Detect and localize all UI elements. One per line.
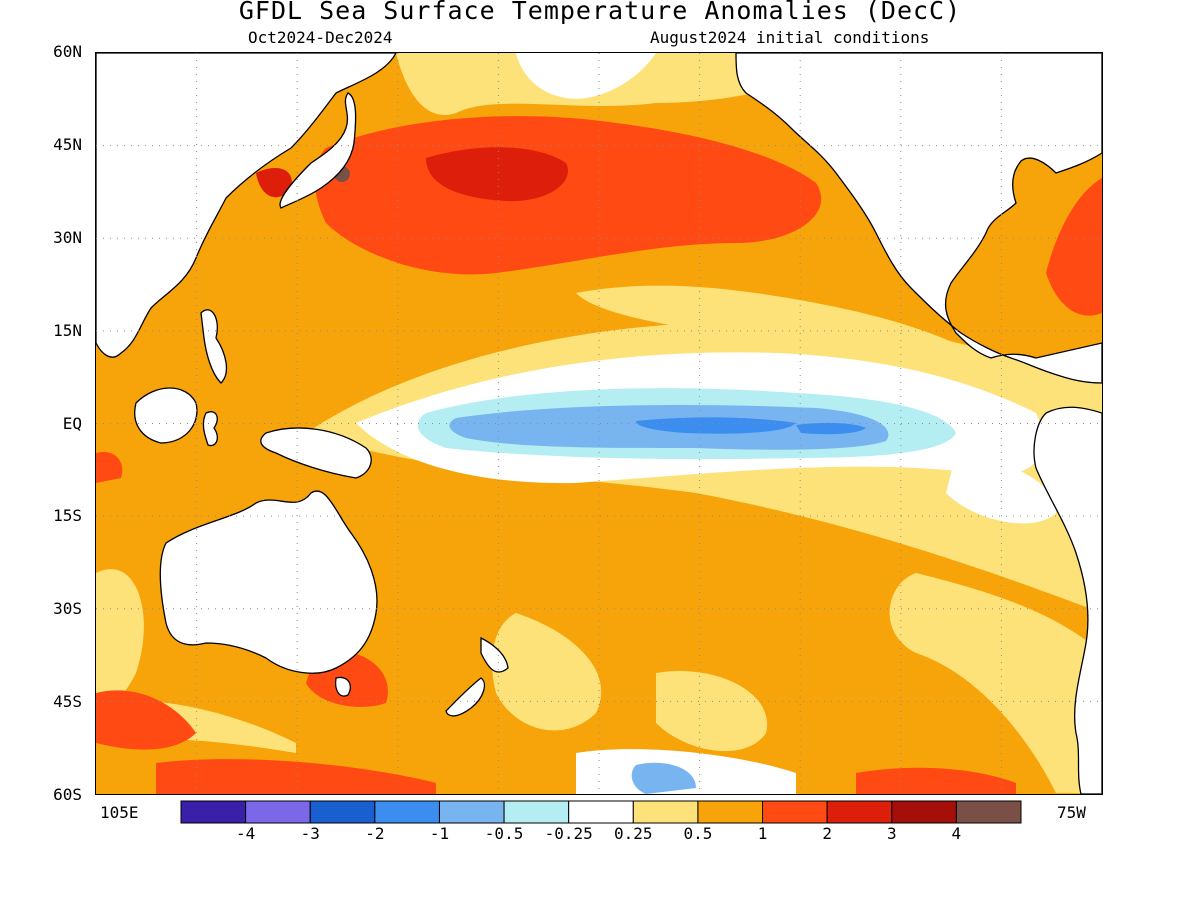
land-japan [279, 92, 357, 209]
field-yellow-south [492, 613, 602, 731]
lat-label: EQ [62, 413, 82, 433]
colorbar-label: 2 [822, 824, 832, 843]
colorbar-swatch [438, 800, 505, 824]
initial-conditions: August2024 initial conditions [650, 28, 930, 47]
field-neutral-north [516, 53, 656, 99]
lat-label: 45S [53, 692, 82, 712]
land-north-america [735, 53, 1102, 384]
lat-label: 15N [53, 320, 82, 340]
colorbar-label: 4 [951, 824, 962, 843]
land-asia [96, 53, 397, 358]
colorbar-swatch [503, 800, 570, 824]
colorbar-swatch [762, 800, 828, 824]
field-yellow-southeast [889, 573, 1102, 793]
land-philippines [200, 309, 228, 384]
field-warm-2-kuroshio [426, 147, 568, 202]
x-label-right: 75W [1057, 803, 1086, 822]
field-warm-south [156, 759, 436, 794]
colorbar-label: 3 [886, 824, 897, 843]
lat-label: 15S [53, 506, 82, 526]
field-warm-southeast [856, 767, 1016, 794]
field-yellow-north [576, 285, 976, 373]
colorbar-swatch [955, 800, 1022, 824]
field-yellow-west [96, 569, 144, 707]
lat-label: 30S [53, 599, 82, 619]
forecast-period: Oct2024-Dec2024 [248, 28, 393, 47]
colorbar-swatch [697, 800, 764, 824]
colorbar-swatch [891, 800, 957, 824]
field-cool-1 [636, 417, 796, 434]
lat-label: 60N [53, 42, 82, 61]
land-australia [159, 490, 378, 674]
land-group [96, 53, 1102, 794]
colorbar-label: 0.5 [683, 824, 713, 843]
colorbar-label: -4 [235, 824, 256, 843]
lat-label: 60S [53, 785, 82, 804]
field-warm-sw [96, 690, 196, 750]
colorbar-label: -0.25 [544, 824, 593, 843]
colorbar-swatch [568, 800, 634, 824]
colorbar-label: 0.25 [614, 824, 653, 843]
x-label-left: 105E [100, 803, 139, 822]
field-cool-1b [796, 422, 866, 435]
colorbar-swatch [309, 800, 376, 824]
chart-title: GFDL Sea Surface Temperature Anomalies (… [238, 0, 962, 25]
land-newguinea [260, 427, 372, 479]
land-sulawesi [202, 411, 218, 447]
land-nz-north [480, 636, 509, 673]
colorbar-label: -1 [429, 824, 450, 843]
colorbar-swatch [632, 800, 699, 824]
colorbar-swatch [180, 800, 247, 824]
colorbar-label: -2 [365, 824, 385, 843]
field-neutral-east [946, 453, 1056, 524]
field-warm-japansea [256, 168, 292, 198]
colorbar-swatch [245, 800, 311, 824]
land-south-america [1033, 406, 1102, 794]
field-cool-south [631, 762, 696, 794]
land-borneo [134, 387, 198, 444]
colorbar-swatch [374, 800, 440, 824]
field-warm-atlantic [1046, 178, 1102, 316]
map-panel [95, 52, 1103, 795]
colorbar-label: -0.5 [484, 824, 524, 843]
land-nz-south [445, 677, 485, 717]
land-tasmania [334, 676, 351, 697]
colorbar [180, 800, 1022, 824]
sst-anomaly-map [96, 53, 1102, 794]
colorbar-swatch [826, 800, 893, 824]
colorbar-label: 1 [757, 824, 768, 843]
lat-label: 45N [53, 134, 82, 154]
lat-label: 30N [53, 227, 82, 247]
colorbar-label: -3 [300, 824, 320, 843]
field-yellow-south2 [656, 671, 768, 752]
field-warm-indian [96, 452, 123, 483]
